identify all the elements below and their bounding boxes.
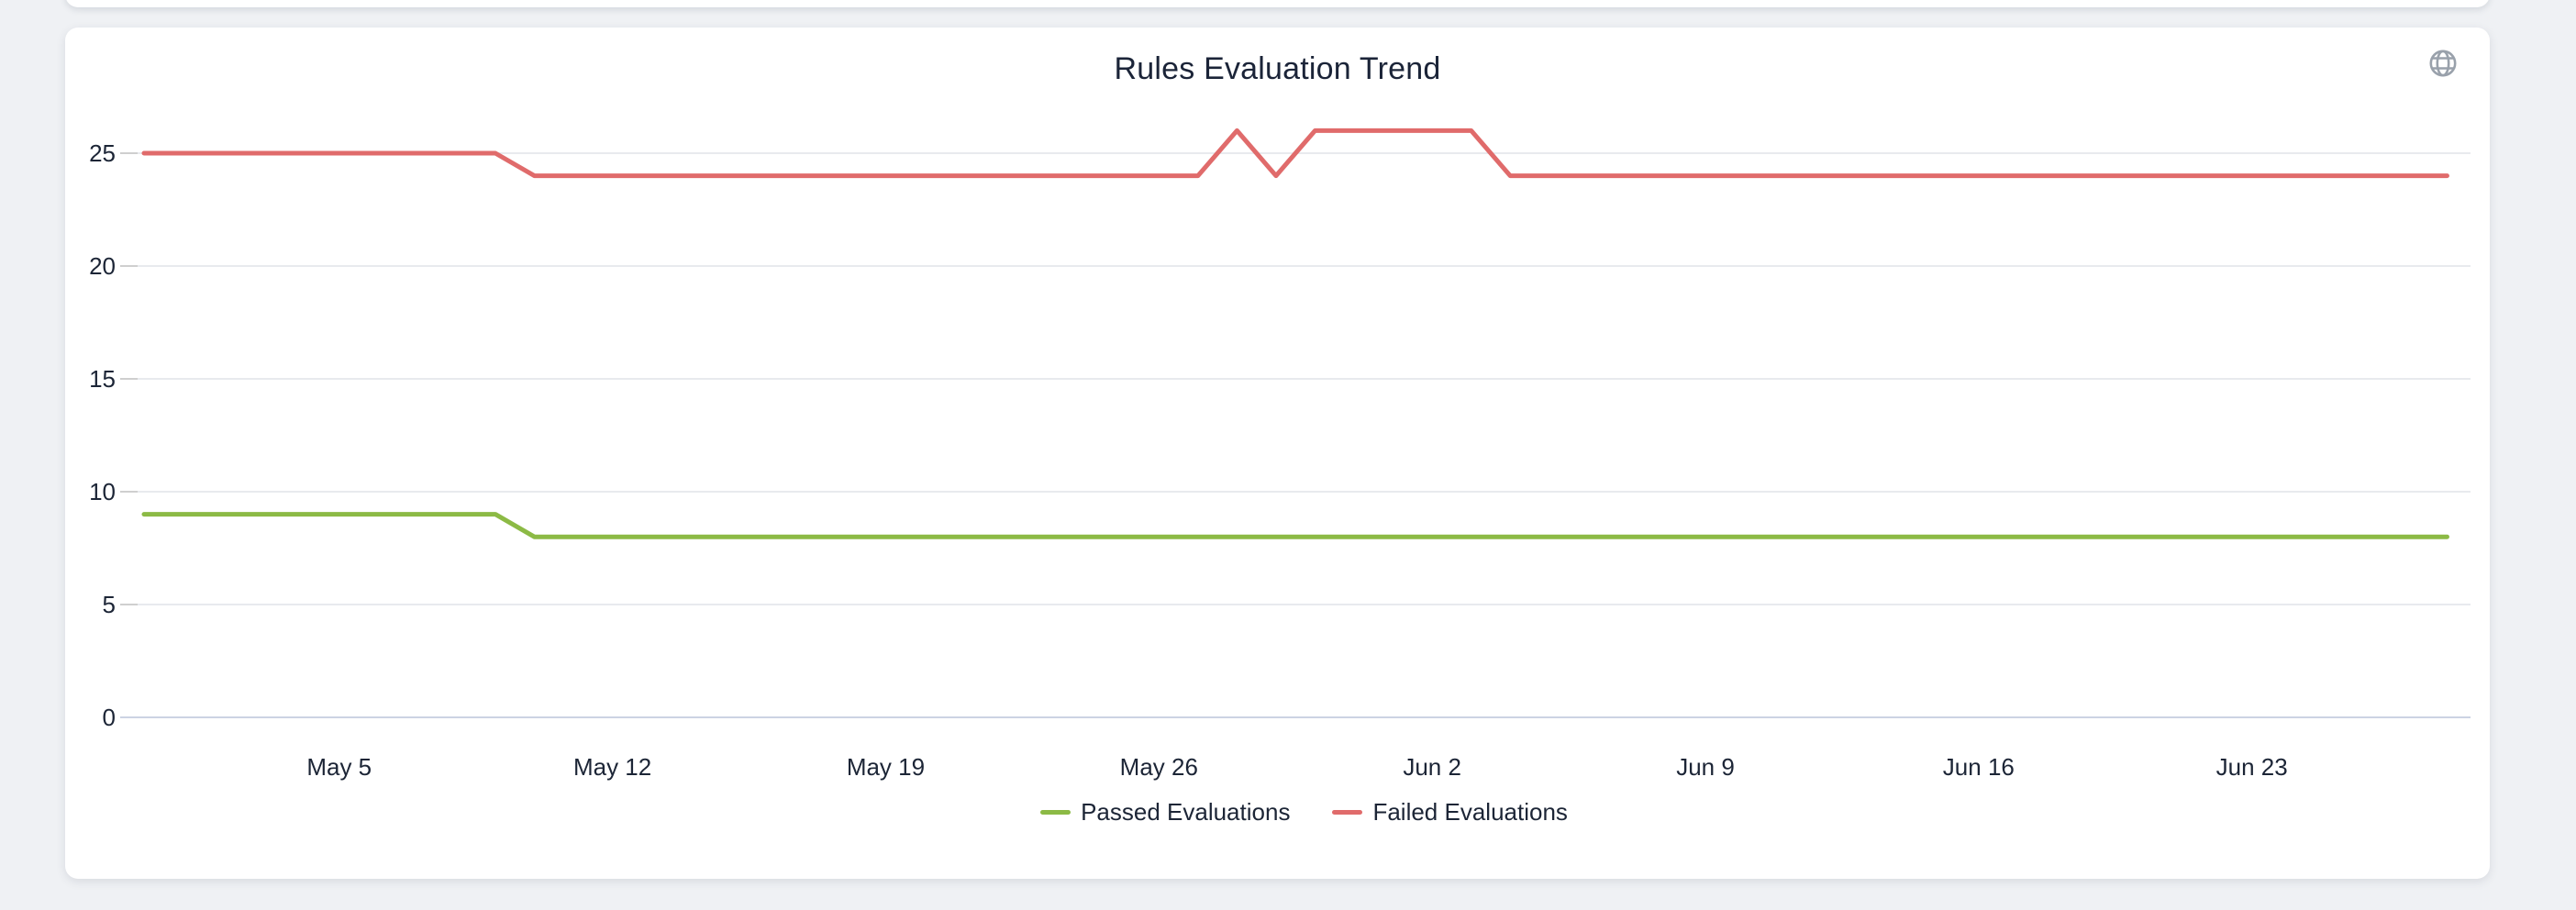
previous-card-edge bbox=[65, 0, 2490, 7]
legend-item-failed-evaluations[interactable]: Failed Evaluations bbox=[1332, 797, 1568, 827]
failed-evaluations-swatch bbox=[1332, 809, 1363, 815]
passed-evaluations-swatch bbox=[1040, 809, 1071, 815]
chart-plot-area[interactable] bbox=[138, 128, 2471, 717]
legend-label: Failed Evaluations bbox=[1372, 797, 1568, 826]
globe-icon bbox=[2429, 50, 2457, 77]
legend-item-passed-evaluations[interactable]: Passed Evaluations bbox=[1040, 798, 1290, 827]
legend-label: Passed Evaluations bbox=[1081, 797, 1291, 826]
globe-button[interactable] bbox=[2426, 46, 2460, 81]
chart-title: Rules Evaluation Trend bbox=[1114, 51, 1441, 86]
chart-legend: Passed Evaluations Failed Evaluations bbox=[138, 794, 2471, 829]
